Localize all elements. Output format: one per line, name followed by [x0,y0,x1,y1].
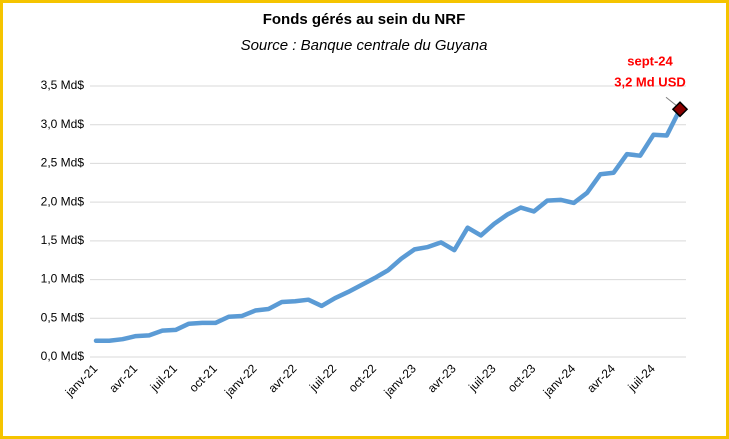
y-tick-label: 0,0 Md$ [41,349,85,363]
end-marker [671,101,689,118]
y-tick-label: 2,5 Md$ [41,156,85,170]
chart-subtitle: Source : Banque centrale du Guyana [241,37,488,54]
y-tick-label: 3,5 Md$ [41,78,85,92]
annotation-value: 3,2 Md USD [614,74,686,89]
annotation-leader [665,96,677,106]
chart-title: Fonds gérés au sein du NRF [263,11,466,28]
y-tick-label: 2,0 Md$ [41,194,85,208]
data-line [93,106,683,343]
y-tick-label: 1,0 Md$ [41,272,85,286]
y-tick-label: 1,5 Md$ [41,233,85,247]
y-tick-label: 3,0 Md$ [41,117,85,131]
y-tick-label: 0,5 Md$ [41,310,85,324]
annotation-date: sept-24 [627,53,673,68]
